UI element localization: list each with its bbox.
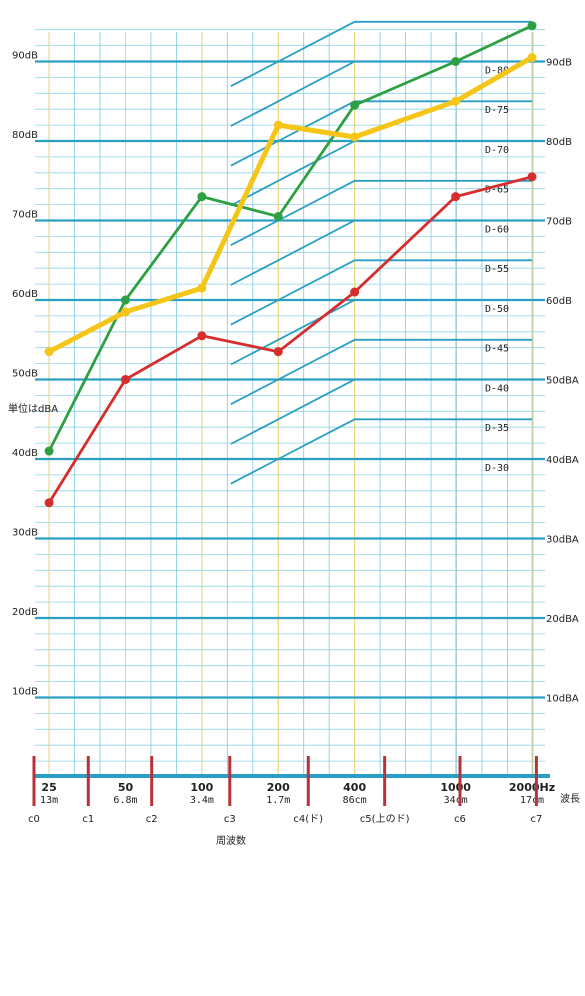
d-curve-line bbox=[230, 378, 532, 445]
data-point bbox=[350, 132, 360, 142]
x-tick-label: 1000 bbox=[440, 781, 471, 794]
data-point bbox=[273, 120, 283, 130]
x-tick-label: 50 bbox=[118, 781, 134, 794]
d-curve-label: D-80 bbox=[485, 65, 509, 76]
d-curve-line bbox=[230, 299, 532, 366]
y-tick-label-left: 70dB bbox=[12, 210, 38, 221]
y-tick-label-left: 20dB bbox=[12, 607, 38, 618]
axes-layer: 10dB 20dB 30dB 40dB 50dB 60dB 70dB 80dB 90dB 10dB… bbox=[12, 51, 579, 826]
data-point bbox=[44, 498, 54, 508]
x-axis-title: 周波数 bbox=[216, 834, 246, 847]
y-tick-label-left: 40dB bbox=[12, 448, 38, 459]
d-curve-label: D-75 bbox=[485, 105, 509, 116]
wavelength-label: 6.8m bbox=[113, 795, 137, 806]
data-point bbox=[527, 172, 537, 182]
y-tick-label-right: 20dBA bbox=[546, 614, 579, 625]
d-curve-label: D-70 bbox=[485, 145, 509, 156]
data-point bbox=[44, 446, 54, 456]
d-curve-label: D-50 bbox=[485, 304, 509, 315]
data-point bbox=[527, 21, 537, 31]
y-tick-label-right: 60dB bbox=[546, 296, 572, 307]
wavelength-label: 3.4m bbox=[190, 795, 214, 806]
d-curve-label: D-45 bbox=[485, 344, 509, 355]
y-tick-label-right: 70dB bbox=[546, 217, 572, 228]
d-curve-label: D-55 bbox=[485, 264, 509, 275]
d-curve-line bbox=[230, 338, 532, 405]
x-tick-label: 2000Hz bbox=[509, 781, 555, 794]
d-curve-line bbox=[230, 418, 532, 485]
data-point bbox=[197, 331, 207, 341]
y-tick-label-right: 40dBA bbox=[546, 455, 579, 466]
x-tick-label: 400 bbox=[343, 781, 366, 794]
d-curve-line bbox=[230, 100, 532, 167]
data-point bbox=[120, 307, 130, 317]
octave-label: c0 bbox=[28, 814, 40, 825]
d-curve-line bbox=[230, 219, 532, 286]
octave-label: c1 bbox=[82, 814, 94, 825]
data-point bbox=[451, 57, 461, 66]
y-tick-label-right: 80dB bbox=[546, 137, 572, 148]
wavelength-label: 86cm bbox=[343, 795, 367, 806]
data-point bbox=[350, 100, 360, 110]
unit-note: 単位はdBA bbox=[8, 402, 58, 415]
d-curve-label: D-40 bbox=[485, 383, 509, 394]
d-curve-label: D-65 bbox=[485, 185, 509, 196]
y-tick-label-left: 10dB bbox=[12, 687, 38, 698]
wavelength-label: 17cm bbox=[520, 795, 544, 806]
series-layer bbox=[44, 21, 537, 508]
d-curve-line bbox=[230, 20, 532, 87]
data-point bbox=[527, 53, 537, 63]
x-tick-label: 25 bbox=[41, 781, 56, 794]
octave-label: c6 bbox=[454, 814, 466, 825]
y-tick-label-left: 50dB bbox=[12, 369, 38, 380]
data-point bbox=[273, 212, 283, 222]
y-tick-label-left: 90dB bbox=[12, 51, 38, 62]
x-tick-label: 100 bbox=[190, 781, 213, 794]
octave-label: c3 bbox=[224, 814, 236, 825]
data-point bbox=[197, 192, 207, 202]
d-curve-label: D-30 bbox=[485, 463, 509, 474]
octave-label: c7 bbox=[530, 814, 542, 825]
octave-label: c2 bbox=[146, 814, 158, 825]
d-curves-layer: D-30 D-35 D-40 D-45 D-50 D-55 D-60 D-65 D-70 D-75… bbox=[230, 20, 532, 485]
y-tick-label-right: 90dB bbox=[546, 58, 572, 69]
wavelength-label: 34cm bbox=[444, 795, 468, 806]
data-point bbox=[273, 347, 283, 357]
y-tick-label-left: 60dB bbox=[12, 289, 38, 300]
data-point bbox=[120, 375, 130, 384]
x-tick-label: 200 bbox=[267, 781, 290, 794]
y-tick-label-right: 30dBA bbox=[546, 535, 579, 546]
wavelength-label: 1.7m bbox=[266, 795, 290, 806]
octave-label: c5(上のド) bbox=[360, 813, 410, 825]
data-point bbox=[451, 96, 461, 106]
y-tick-label-left: 30dB bbox=[12, 528, 38, 539]
y-tick-label-right: 10dBA bbox=[546, 694, 579, 705]
y-tick-label-left: 80dB bbox=[12, 130, 38, 141]
d-curve-label: D-60 bbox=[485, 224, 509, 235]
wavelength-title: 波長 bbox=[560, 792, 580, 805]
d-curve-line bbox=[230, 60, 532, 127]
d-curve-line bbox=[230, 259, 532, 326]
data-point bbox=[451, 192, 461, 202]
data-point bbox=[120, 295, 130, 305]
data-point bbox=[44, 347, 54, 357]
data-point bbox=[350, 287, 360, 297]
data-point bbox=[197, 283, 207, 293]
y-tick-label-right: 50dBA bbox=[546, 376, 579, 387]
wavelength-label: 13m bbox=[40, 795, 58, 806]
d-curve-label: D-35 bbox=[485, 423, 509, 434]
octave-label: c4(ド) bbox=[293, 814, 323, 825]
d-curve-line bbox=[230, 179, 532, 246]
grid-layer bbox=[35, 29, 545, 776]
